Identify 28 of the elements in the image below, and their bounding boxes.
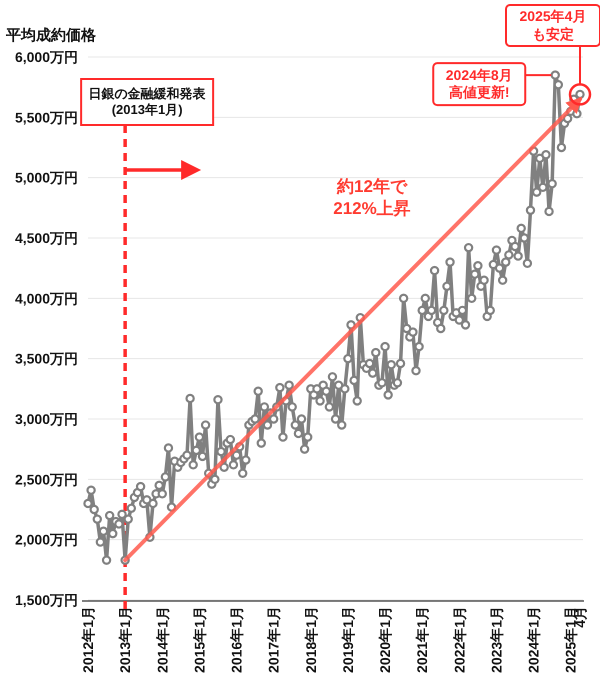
y-tick-label: 4,000万円 bbox=[14, 290, 78, 306]
y-tick-label: 6,000万円 bbox=[14, 49, 78, 65]
x-tick-label: 2015年1月 bbox=[191, 606, 208, 673]
y-tick-label: 3,000万円 bbox=[14, 411, 78, 427]
text: 2025年4月も安定 bbox=[518, 8, 588, 43]
y-tick-label: 2,000万円 bbox=[14, 532, 78, 548]
y-tick-label: 2,500万円 bbox=[14, 471, 78, 488]
y-axis-title: 平均成約価格 bbox=[5, 27, 97, 44]
x-tick-label: 2014年1月 bbox=[154, 606, 170, 673]
annotation: 約12年で 212%上昇 bbox=[333, 177, 411, 218]
x-tick-label: 2017年1月 bbox=[266, 606, 282, 673]
x-tick-label: 2012年1月 bbox=[80, 606, 96, 673]
x-tick-label: 2016年1月 bbox=[228, 606, 245, 673]
y-tick-label: 4,500万円 bbox=[14, 230, 78, 246]
x-tick-label: 2021年1月 bbox=[414, 606, 430, 673]
y-tick-label: 1,500万円 bbox=[14, 592, 78, 608]
annotation: 2024年8月高値更新! bbox=[444, 66, 514, 102]
x-tick-label: 2022年1月 bbox=[451, 606, 468, 673]
y-tick-label: 5,500万円 bbox=[14, 109, 78, 126]
x-tick-label: 2020年1月 bbox=[377, 606, 394, 673]
y-tick-label: 5,000万円 bbox=[14, 170, 78, 186]
y-tick-label: 3,500万円 bbox=[14, 350, 78, 367]
x-tick-label: 2019年1月 bbox=[340, 606, 356, 673]
ref-line-label: 日銀の金融緩和発表(2013年1月) bbox=[88, 86, 207, 118]
x-tick-label: 2018年1月 bbox=[302, 606, 319, 673]
x-tick-label: 2024年1月 bbox=[526, 606, 542, 673]
x-tick-label: 2023年1月 bbox=[488, 606, 504, 673]
x-tick-label: 2013年1月 bbox=[117, 606, 134, 673]
